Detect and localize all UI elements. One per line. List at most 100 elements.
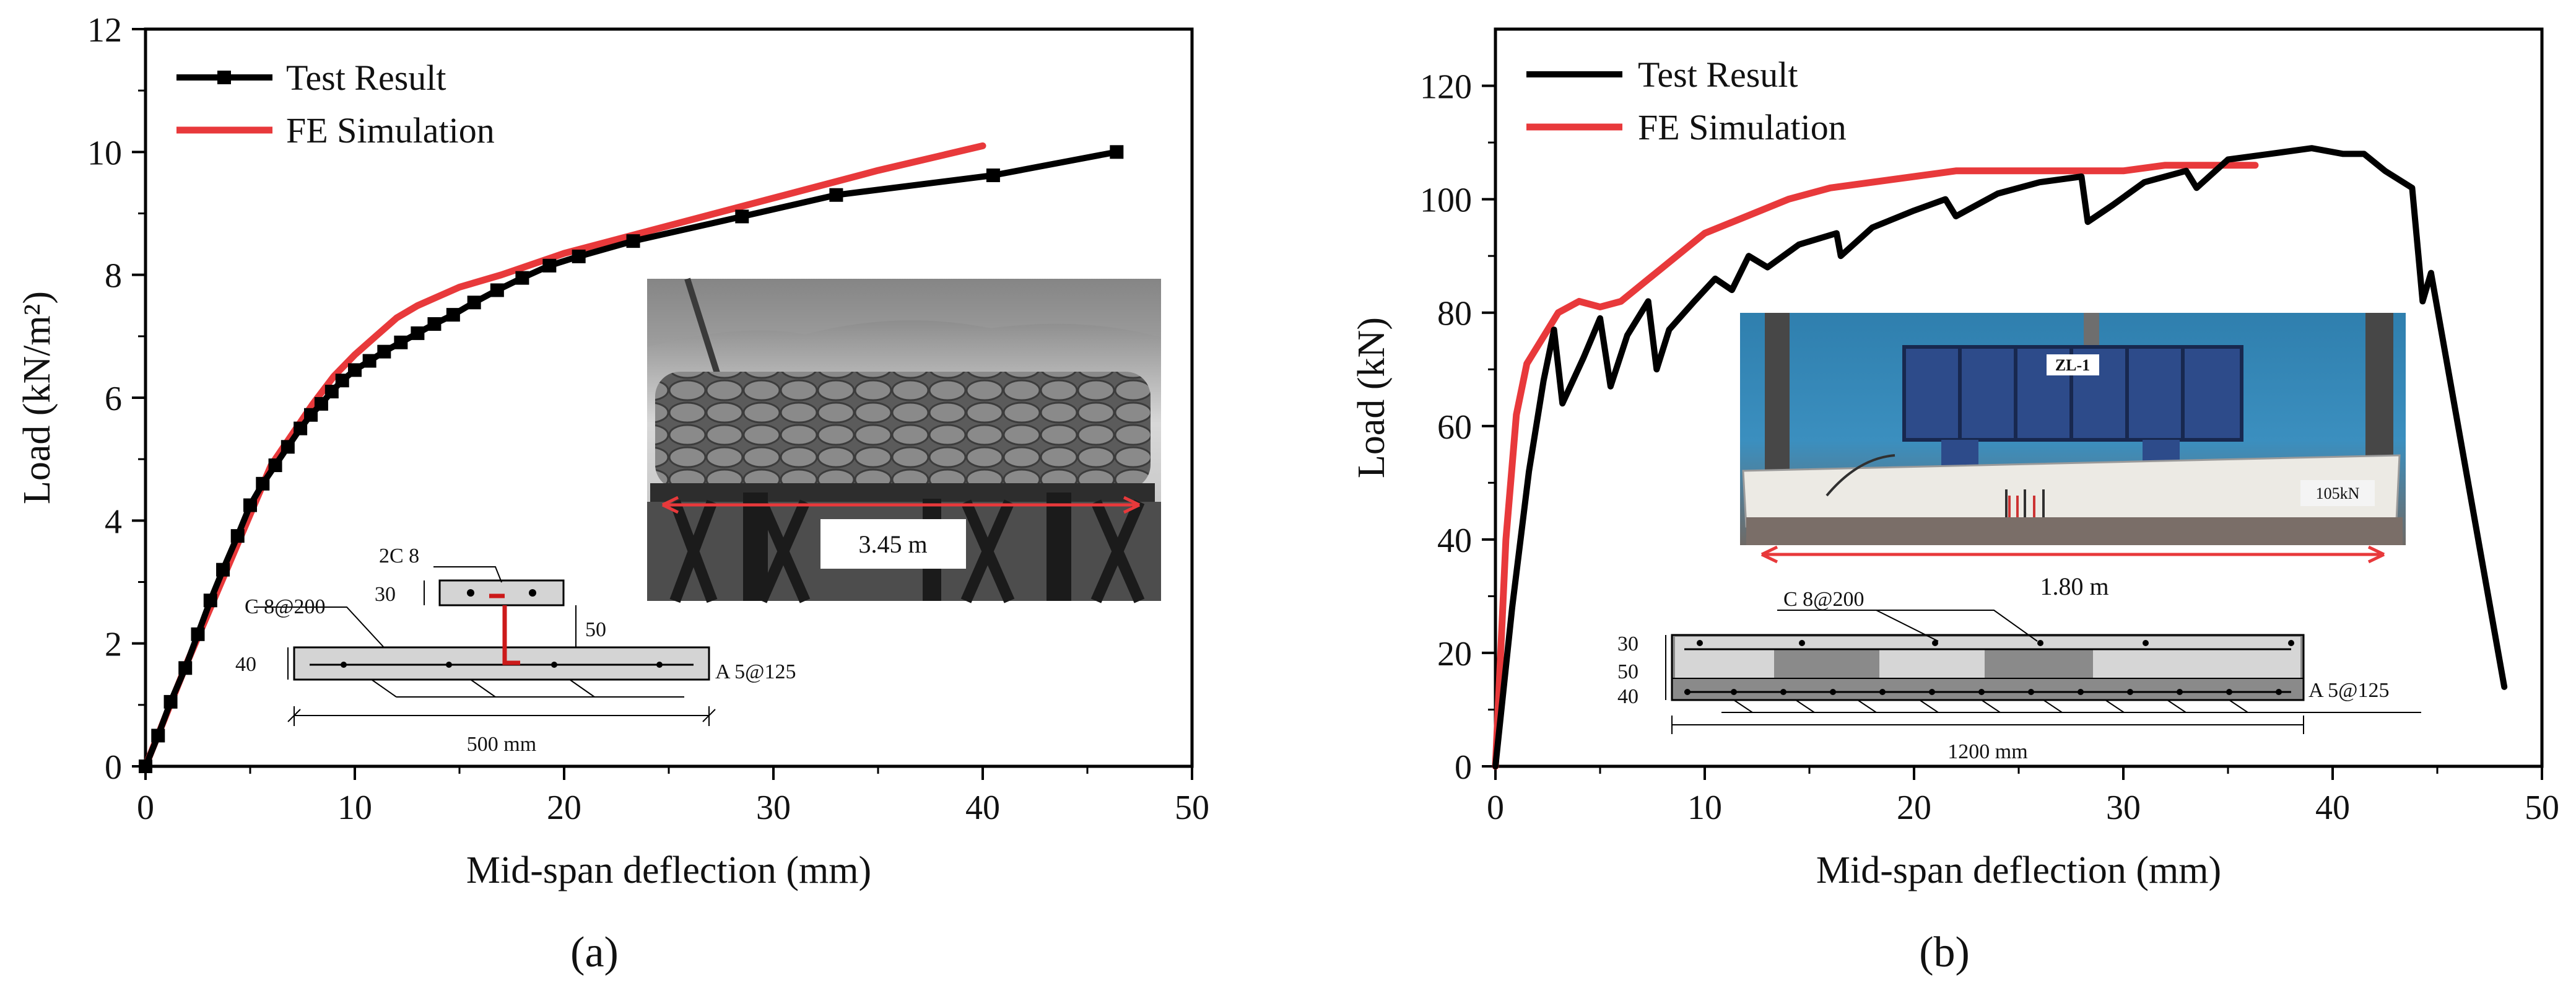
- x-tick-label-b-5: 50: [2525, 789, 2559, 827]
- x-tick-label-b-2: 20: [1897, 789, 1931, 827]
- data-point-test-result-a-31: [829, 188, 843, 202]
- data-point-test-result-a-23: [446, 308, 460, 322]
- data-point-test-result-a-14: [314, 396, 328, 411]
- panel-label-b: (b): [1919, 929, 1970, 976]
- data-point-test-result-a-18: [362, 354, 376, 368]
- data-point-test-result-a-4: [191, 627, 205, 641]
- top-bar-label: 2C 8: [379, 545, 419, 567]
- legend-label-test-result-a: Test Result: [286, 58, 446, 98]
- data-point-test-result-a-19: [377, 344, 391, 359]
- data-point-test-result-a-26: [515, 271, 529, 285]
- data-point-test-result-a-15: [324, 385, 339, 399]
- bottom-bar-label-b: A 5@125: [2308, 679, 2390, 702]
- dim-50-a: 50: [585, 618, 606, 641]
- x-tick-label-b-4: 40: [2315, 789, 2350, 827]
- legend-marker-test-result-a: [217, 71, 231, 84]
- data-point-test-result-a-24: [467, 296, 481, 310]
- y-tick-label-b-6: 120: [1420, 68, 1472, 107]
- data-point-test-result-a-5: [203, 593, 217, 608]
- panel-b: ZL-1 105kN 1.80 m: [1351, 27, 2559, 976]
- data-point-test-result-a-20: [394, 335, 408, 349]
- legend-label-test-result-b: Test Result: [1638, 55, 1798, 95]
- series-line-fe-simulation-b: [1492, 162, 2259, 770]
- y-axis-title-a: Load (kN/m²): [16, 291, 58, 504]
- specimen-label: ZL-1: [2055, 356, 2090, 374]
- y-tick-label-a-1: 2: [105, 626, 122, 664]
- axis-ticks-a: 0 10 20 30 40 50 0 2 4 6 8 10 12: [87, 11, 1209, 827]
- data-point-test-result-a-33: [1110, 145, 1124, 159]
- section-width-a: 500 mm: [467, 733, 536, 756]
- x-tick-label-a-0: 0: [137, 789, 154, 827]
- data-point-test-result-a-7: [230, 529, 245, 543]
- data-point-test-result-a-1: [151, 729, 165, 743]
- y-tick-label-a-3: 6: [105, 380, 122, 418]
- legend-label-fe-simulation-b: FE Simulation: [1638, 107, 1847, 147]
- data-point-test-result-a-8: [243, 498, 257, 512]
- data-point-test-result-a-22: [427, 317, 442, 331]
- y-tick-label-a-5: 10: [87, 134, 122, 172]
- dim-30-a: 30: [375, 583, 396, 606]
- data-point-test-result-a-3: [178, 661, 193, 675]
- series-a: [139, 142, 1124, 773]
- panel-a: 3.45 m 2C 8 C 8@200 A 5@125 30 50 40: [16, 11, 1209, 976]
- data-point-test-result-a-30: [735, 209, 749, 224]
- legend-a: Test Result FE Simulation: [176, 58, 495, 151]
- y-tick-label-b-5: 100: [1420, 182, 1472, 220]
- y-tick-label-b-1: 20: [1437, 635, 1472, 673]
- data-point-test-result-a-2: [163, 694, 178, 709]
- dim-30-b: 30: [1617, 633, 1638, 655]
- x-tick-label-a-3: 30: [756, 789, 791, 827]
- inset-photo-lab-test: ZL-1 105kN 1.80 m: [1740, 313, 2406, 600]
- x-tick-label-b-3: 30: [2106, 789, 2141, 827]
- span-label-a: 3.45 m: [858, 530, 927, 558]
- data-point-test-result-a-16: [335, 374, 349, 388]
- span-label-b: 1.80 m: [2040, 572, 2108, 600]
- data-point-test-result-a-28: [572, 249, 586, 263]
- y-tick-label-b-4: 80: [1437, 295, 1472, 333]
- inset-photo-sandbag-test: 3.45 m: [647, 278, 1161, 603]
- inset-section-b: C 8@200 A 5@125 30 50 40 1200 mm: [1617, 588, 2421, 763]
- stirrup-label-b: C 8@200: [1783, 588, 1865, 611]
- y-tick-label-a-0: 0: [105, 748, 122, 787]
- x-axis-title-a: Mid-span deflection (mm): [466, 849, 871, 891]
- data-point-test-result-a-27: [542, 258, 557, 273]
- y-tick-label-a-6: 12: [87, 11, 122, 50]
- data-point-test-result-a-32: [986, 169, 1000, 183]
- data-point-test-result-a-11: [281, 440, 295, 454]
- x-tick-label-a-1: 10: [337, 789, 372, 827]
- legend-b: Test Result FE Simulation: [1526, 55, 1847, 147]
- x-tick-label-b-1: 10: [1687, 789, 1722, 827]
- x-tick-label-a-5: 50: [1175, 789, 1209, 827]
- dim-50-b: 50: [1617, 660, 1638, 683]
- y-tick-label-b-3: 60: [1437, 408, 1472, 447]
- data-point-test-result-a-13: [304, 408, 318, 422]
- y-tick-label-a-4: 8: [105, 257, 122, 296]
- load-label: 105kN: [2316, 484, 2360, 502]
- y-tick-label-a-2: 4: [105, 502, 122, 541]
- data-point-test-result-a-0: [139, 760, 152, 773]
- data-point-test-result-a-25: [490, 283, 504, 297]
- data-point-test-result-a-21: [411, 326, 425, 340]
- data-point-test-result-a-9: [256, 476, 270, 491]
- y-tick-label-b-2: 40: [1437, 522, 1472, 560]
- dim-40-b: 40: [1617, 685, 1638, 708]
- legend-label-fe-simulation-a: FE Simulation: [286, 110, 495, 151]
- series-line-test-result-b: [1492, 145, 2508, 769]
- data-point-test-result-a-17: [348, 363, 362, 377]
- data-point-test-result-a-29: [626, 234, 640, 248]
- x-axis-title-b: Mid-span deflection (mm): [1816, 849, 2221, 891]
- panel-label-a: (a): [570, 929, 619, 976]
- data-point-test-result-a-10: [268, 458, 282, 473]
- stirrup-label-a: C 8@200: [245, 595, 326, 618]
- x-tick-label-a-2: 20: [547, 789, 581, 827]
- inset-section-a: 2C 8 C 8@200 A 5@125 30 50 40 500 mm: [235, 545, 796, 756]
- series-b: [1492, 145, 2508, 770]
- y-tick-label-b-0: 0: [1455, 748, 1472, 787]
- data-point-test-result-a-12: [294, 421, 308, 436]
- data-point-test-result-a-6: [216, 563, 230, 577]
- x-tick-label-b-0: 0: [1487, 789, 1504, 827]
- y-axis-title-b: Load (kN): [1351, 317, 1393, 478]
- dim-40-a: 40: [235, 653, 256, 676]
